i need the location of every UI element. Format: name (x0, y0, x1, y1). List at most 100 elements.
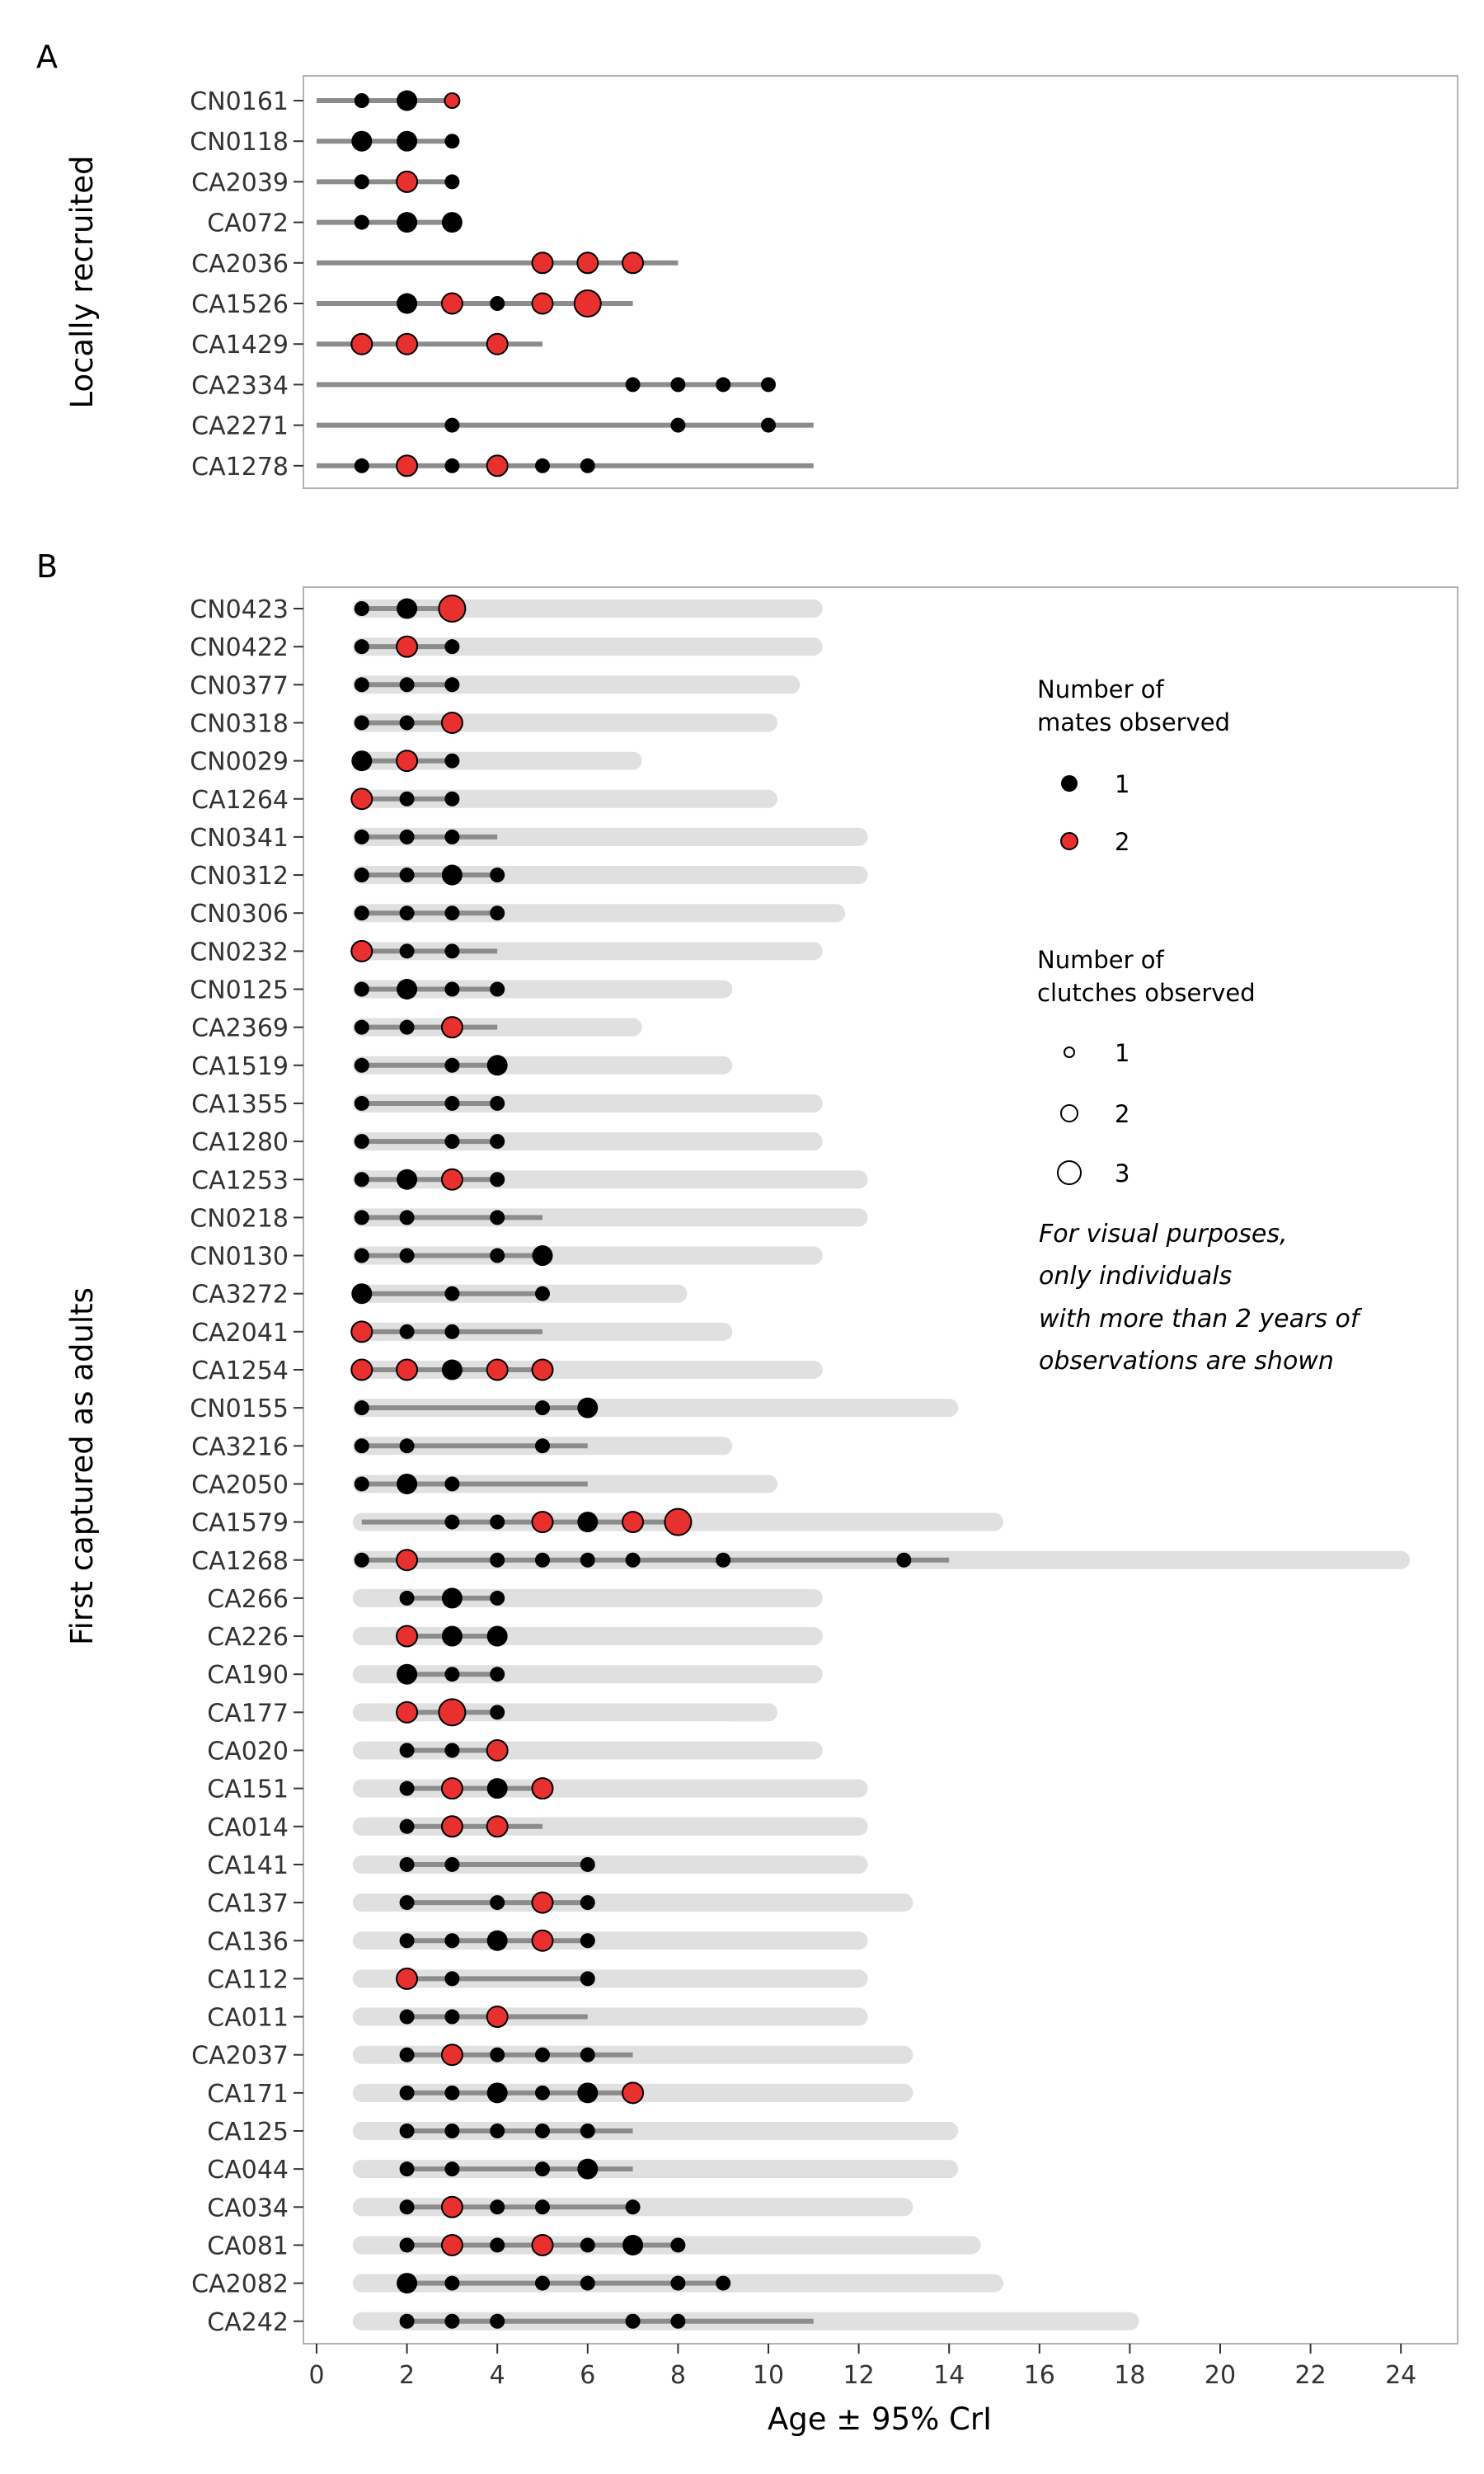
xtick-label-0: 0 (308, 2361, 324, 2390)
ytick-label-ca1579: CA1579 (191, 1509, 289, 1538)
xtick-label-14: 14 (933, 2361, 965, 2390)
point-ca2037-age-6 (580, 2047, 595, 2062)
legend-mates-2-label: 2 (1115, 828, 1129, 856)
point-ca034-age-4 (490, 2199, 505, 2215)
ytick-label-ca1526: CA1526 (191, 290, 289, 319)
point-ca1268-age-4 (490, 1552, 505, 1568)
point-cn0377-age-3 (444, 677, 460, 693)
legend-mates-2-marker (1060, 832, 1078, 850)
point-cn0029-age-1 (351, 750, 373, 772)
point-ca151-age-5 (531, 1777, 554, 1800)
point-ca177-age-2 (396, 1700, 419, 1724)
point-ca151-age-3 (440, 1777, 463, 1800)
point-ca171-age-6 (577, 2082, 599, 2104)
point-ca136-age-5 (531, 1929, 554, 1952)
panel-b-label: B (36, 548, 58, 585)
ytick-label-ca2082: CA2082 (191, 2270, 289, 2299)
point-ca1526-age-4 (490, 296, 505, 311)
point-ca1264-age-2 (399, 791, 415, 807)
point-ca136-age-2 (399, 1933, 415, 1949)
point-ca3216-age-2 (399, 1438, 415, 1454)
ytick-label-ca1268: CA1268 (191, 1547, 289, 1576)
point-ca3216-age-1 (354, 1438, 369, 1454)
point-ca1278-age-1 (354, 458, 369, 473)
point-cn0130-age-1 (354, 1248, 369, 1263)
point-ca2334-age-8 (670, 377, 686, 393)
point-ca136-age-3 (444, 1933, 460, 1949)
ytick-label-cn0029: CN0029 (190, 748, 289, 777)
point-ca2082-age-6 (580, 2275, 595, 2291)
point-cn0318-age-2 (399, 715, 415, 731)
legend-note-line2: only individuals (1039, 1262, 1232, 1291)
point-ca137-age-4 (490, 1895, 505, 1911)
point-ca242-age-4 (490, 2313, 505, 2329)
point-ca1253-age-3 (440, 1168, 463, 1191)
point-ca1268-age-13 (896, 1552, 912, 1568)
point-ca171-age-5 (535, 2085, 550, 2100)
point-ca112-age-3 (444, 1971, 460, 1987)
point-ca1278-age-4 (486, 454, 509, 477)
point-ca242-age-7 (625, 2313, 641, 2329)
point-cn0118-age-2 (397, 130, 418, 152)
point-ca2037-age-4 (490, 2047, 505, 2062)
point-ca112-age-2 (396, 1967, 419, 1990)
legend-mates-1-label: 1 (1115, 770, 1129, 798)
ytick-label-cn0306: CN0306 (190, 900, 289, 929)
ytick-label-ca266: CA266 (207, 1585, 289, 1614)
ytick-label-ca2271: CA2271 (191, 412, 289, 441)
point-ca044-age-5 (535, 2161, 550, 2177)
point-ca141-age-6 (580, 1856, 595, 1872)
point-ca2041-age-3 (444, 1324, 460, 1339)
point-ca020-age-3 (444, 1743, 460, 1758)
point-cn0155-age-6 (577, 1397, 599, 1418)
point-ca2334-age-10 (761, 377, 776, 393)
point-ca1254-age-2 (396, 1358, 419, 1381)
point-ca2041-age-1 (350, 1320, 373, 1343)
point-ca137-age-5 (531, 1891, 554, 1914)
point-ca2041-age-2 (399, 1324, 415, 1339)
point-ca1526-age-3 (440, 292, 463, 315)
xtick-label-8: 8 (670, 2361, 686, 2390)
point-cn0130-age-2 (399, 1248, 415, 1263)
ytick-label-ca3216: CA3216 (191, 1432, 289, 1461)
xtick-label-4: 4 (490, 2361, 505, 2390)
point-ca1254-age-1 (350, 1358, 373, 1381)
point-ca020-age-2 (399, 1743, 415, 1758)
point-ca3272-age-1 (351, 1283, 373, 1305)
point-ca242-age-3 (444, 2313, 460, 2329)
ytick-label-ca1519: CA1519 (191, 1052, 289, 1081)
point-cn0422-age-1 (354, 639, 369, 655)
point-ca014-age-3 (440, 1815, 463, 1838)
point-cn0377-age-1 (354, 677, 369, 693)
point-ca125-age-2 (399, 2124, 415, 2138)
point-ca242-age-2 (399, 2313, 415, 2329)
point-ca2050-age-1 (354, 1476, 369, 1492)
point-ca2369-age-1 (354, 1019, 369, 1035)
ytick-label-cn0312: CN0312 (190, 862, 289, 891)
point-ca2039-age-2 (396, 170, 419, 193)
ytick-label-ca177: CA177 (207, 1699, 289, 1728)
xtick-label-22: 22 (1295, 2361, 1327, 2390)
point-ca081-age-2 (399, 2237, 415, 2253)
point-ca081-age-8 (670, 2237, 686, 2253)
point-ca1268-age-2 (396, 1549, 419, 1572)
ytick-label-ca3272: CA3272 (191, 1281, 289, 1310)
point-cn0312-age-3 (441, 864, 463, 886)
point-ca171-age-3 (444, 2085, 460, 2100)
x-axis-label: Age ± 95% CrI (768, 2401, 992, 2437)
point-ca2039-age-1 (354, 174, 369, 190)
point-ca137-age-2 (399, 1895, 415, 1911)
point-ca1254-age-4 (486, 1358, 509, 1381)
panel-a-plot: CN0161 CN0118 CA2039 CA072 CA2036 CA1526 CA142… (190, 87, 814, 482)
point-ca034-age-5 (535, 2199, 550, 2215)
point-ca081-age-4 (490, 2237, 505, 2253)
point-cn0218-age-4 (490, 1210, 505, 1225)
ytick-label-cn0232: CN0232 (190, 938, 289, 967)
ytick-label-cn0423: CN0423 (190, 595, 289, 624)
point-ca242-age-8 (670, 2313, 686, 2329)
point-ca034-age-3 (440, 2195, 463, 2218)
xtick-label-24: 24 (1385, 2361, 1416, 2390)
point-ca1280-age-3 (444, 1134, 460, 1150)
point-cn0118-age-1 (351, 130, 373, 152)
point-ca1253-age-1 (354, 1172, 369, 1188)
